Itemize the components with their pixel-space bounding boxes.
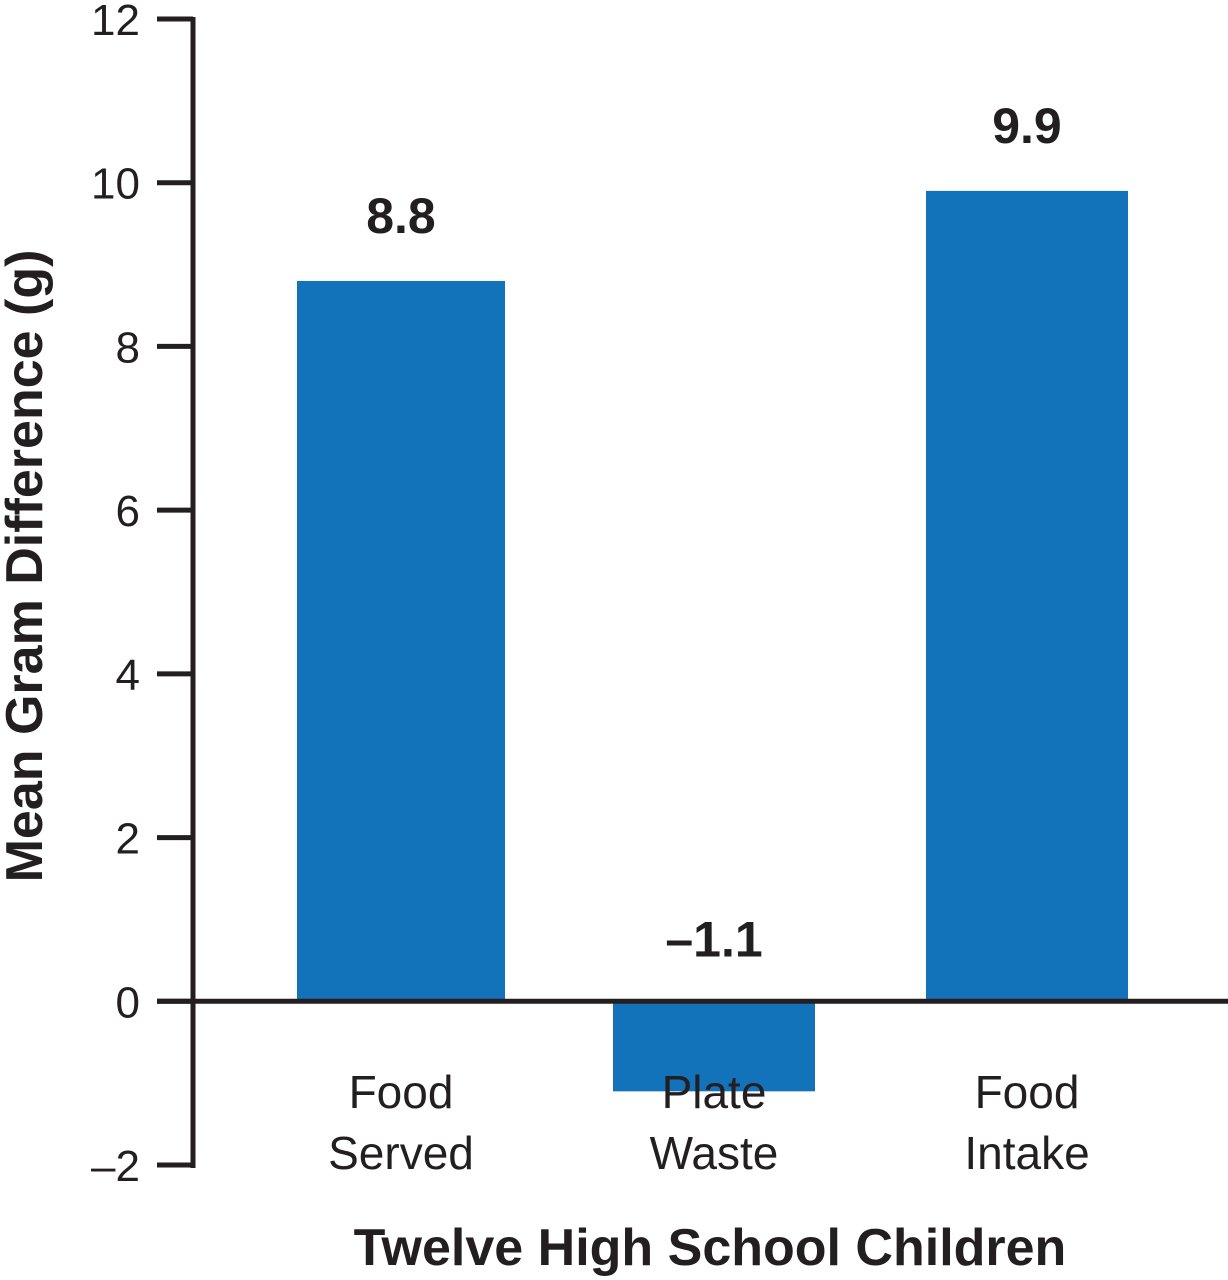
y-tick-label: 2 — [116, 815, 140, 864]
data-label: 8.8 — [366, 188, 436, 244]
x-axis-title: Twelve High School Children — [354, 1219, 1067, 1277]
category-label: Waste — [650, 1127, 779, 1179]
category-label: Food — [975, 1066, 1080, 1118]
y-tick-label: 6 — [116, 487, 140, 536]
data-labels: 8.8 –1.1 9.9 — [366, 98, 1062, 967]
data-label: 9.9 — [992, 98, 1062, 154]
y-tick-label: 4 — [116, 651, 140, 700]
bar-food-intake — [926, 190, 1128, 1002]
category-label: Plate — [662, 1066, 767, 1118]
y-axis-title: Mean Gram Difference (g) — [0, 250, 54, 883]
y-tick-label: 0 — [116, 978, 140, 1027]
y-tick-label: –2 — [91, 1142, 140, 1191]
y-tick-label: 8 — [116, 323, 140, 372]
bar-plate-waste — [613, 1001, 815, 1092]
bars — [297, 190, 1128, 1092]
category-label: Food — [349, 1066, 454, 1118]
category-labels: Food Served Plate Waste Food Intake — [328, 1066, 1090, 1179]
y-tick-label: 12 — [91, 0, 140, 45]
y-axis-ticks: –2 0 2 4 6 8 10 12 — [91, 0, 193, 1191]
y-tick-label: 10 — [91, 160, 140, 209]
category-label: Intake — [964, 1127, 1089, 1179]
data-label: –1.1 — [665, 911, 762, 967]
category-label: Served — [328, 1127, 474, 1179]
bar-food-served — [297, 280, 505, 1002]
